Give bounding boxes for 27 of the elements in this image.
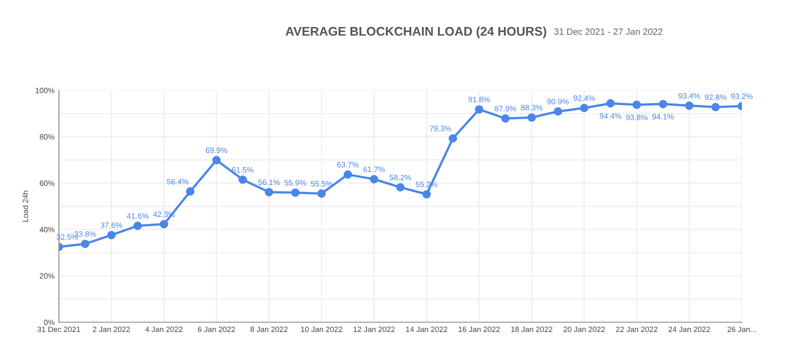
point [186,187,194,196]
point [107,230,116,240]
point [554,107,562,116]
point [711,102,720,112]
point [474,105,484,114]
point [632,100,641,109]
point [160,220,168,228]
text: 31 Dec 2021 - 27 Jan 2022 [554,28,662,35]
point [212,156,221,164]
point [134,222,142,230]
point [291,188,300,197]
point [658,100,668,108]
point [264,188,274,196]
point [344,170,352,179]
point [422,190,431,198]
point [685,102,694,110]
point [501,114,510,123]
point [606,99,615,108]
point [238,175,247,184]
chart-title: AVERAGE BLOCKCHAIN LOAD (24 HOURS) [286,26,546,38]
point [396,183,405,192]
point [580,104,588,112]
point [448,134,458,143]
point [528,113,536,122]
point [80,240,90,248]
point [370,175,378,184]
point [317,189,326,198]
